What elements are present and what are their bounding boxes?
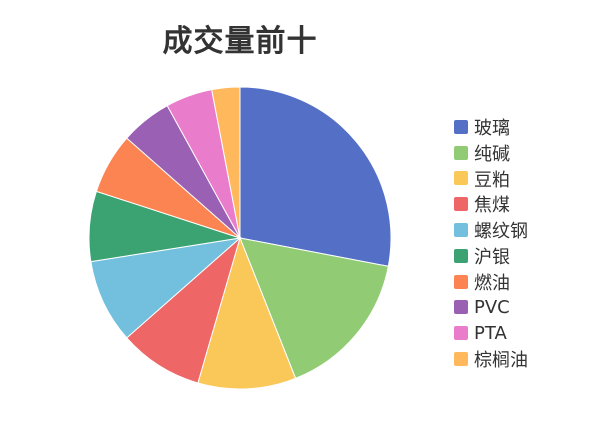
legend-item[interactable]: PTA <box>454 320 528 346</box>
legend-label: 纯碱 <box>474 143 510 165</box>
legend-item[interactable]: 沪银 <box>454 243 528 269</box>
pie-slice-10[interactable] <box>211 86 241 239</box>
pie-slice-5[interactable] <box>90 237 242 339</box>
legend-item[interactable]: 豆粕 <box>454 166 528 192</box>
legend-swatch <box>454 326 468 341</box>
legend-swatch <box>454 300 468 315</box>
legend-swatch <box>454 223 468 238</box>
legend-swatch <box>454 197 468 212</box>
legend-swatch <box>454 171 468 186</box>
chart-title: 成交量前十 <box>162 24 318 59</box>
legend-label: 玻璃 <box>474 117 510 139</box>
legend-swatch <box>454 352 468 367</box>
legend-label: 沪银 <box>474 246 510 268</box>
legend-item[interactable]: 螺纹钢 <box>454 217 528 243</box>
legend-swatch <box>454 274 468 289</box>
legend-label: 豆粕 <box>474 169 510 191</box>
legend-label: 棕榈油 <box>474 350 528 372</box>
legend-item[interactable]: 焦煤 <box>454 191 528 217</box>
legend-label: 燃油 <box>474 272 510 294</box>
pie-slice-3[interactable] <box>197 236 297 390</box>
legend-item[interactable]: 燃油 <box>454 269 528 295</box>
pie-slices <box>88 86 392 390</box>
legend-swatch <box>454 248 468 263</box>
legend-label: 螺纹钢 <box>474 221 528 243</box>
legend-item[interactable]: 纯碱 <box>454 140 528 166</box>
legend-item[interactable]: 玻璃 <box>454 114 528 140</box>
legend-label: 焦煤 <box>474 195 510 217</box>
legend-label: PTA <box>474 322 507 344</box>
legend-swatch <box>454 119 468 134</box>
legend-item[interactable]: 棕榈油 <box>454 346 528 372</box>
legend-item[interactable]: PVC <box>454 295 528 321</box>
pie-slice-4[interactable] <box>126 236 241 384</box>
pie-slice-2[interactable] <box>239 237 389 380</box>
legend: 玻璃纯碱豆粕焦煤螺纹钢沪银燃油 PVC PTA 棕榈油 <box>454 114 528 372</box>
legend-swatch <box>454 145 468 160</box>
pie-slice-1[interactable] <box>239 86 392 267</box>
legend-label: PVC <box>474 296 510 318</box>
